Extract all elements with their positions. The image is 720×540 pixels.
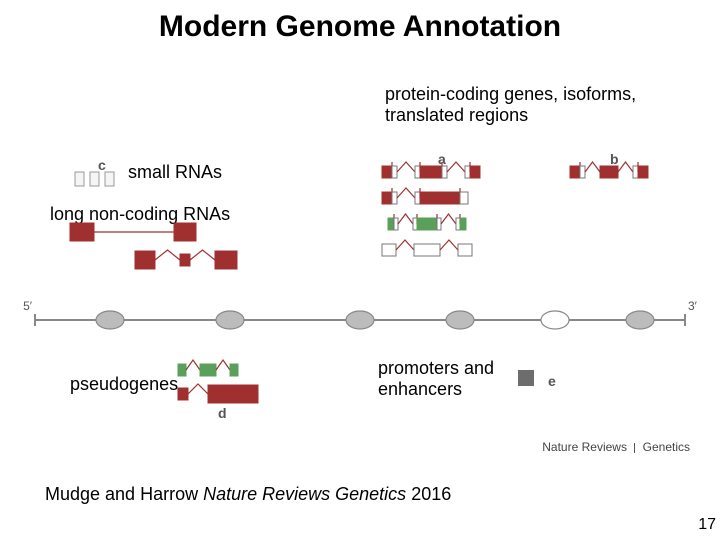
svg-text:d: d: [218, 405, 227, 421]
genome-diagram: 5′3′cabde: [0, 0, 720, 540]
svg-text:c: c: [98, 157, 106, 173]
svg-text:b: b: [610, 151, 619, 167]
svg-text:5′: 5′: [23, 299, 33, 313]
svg-text:e: e: [548, 373, 556, 389]
svg-text:3′: 3′: [688, 299, 698, 313]
